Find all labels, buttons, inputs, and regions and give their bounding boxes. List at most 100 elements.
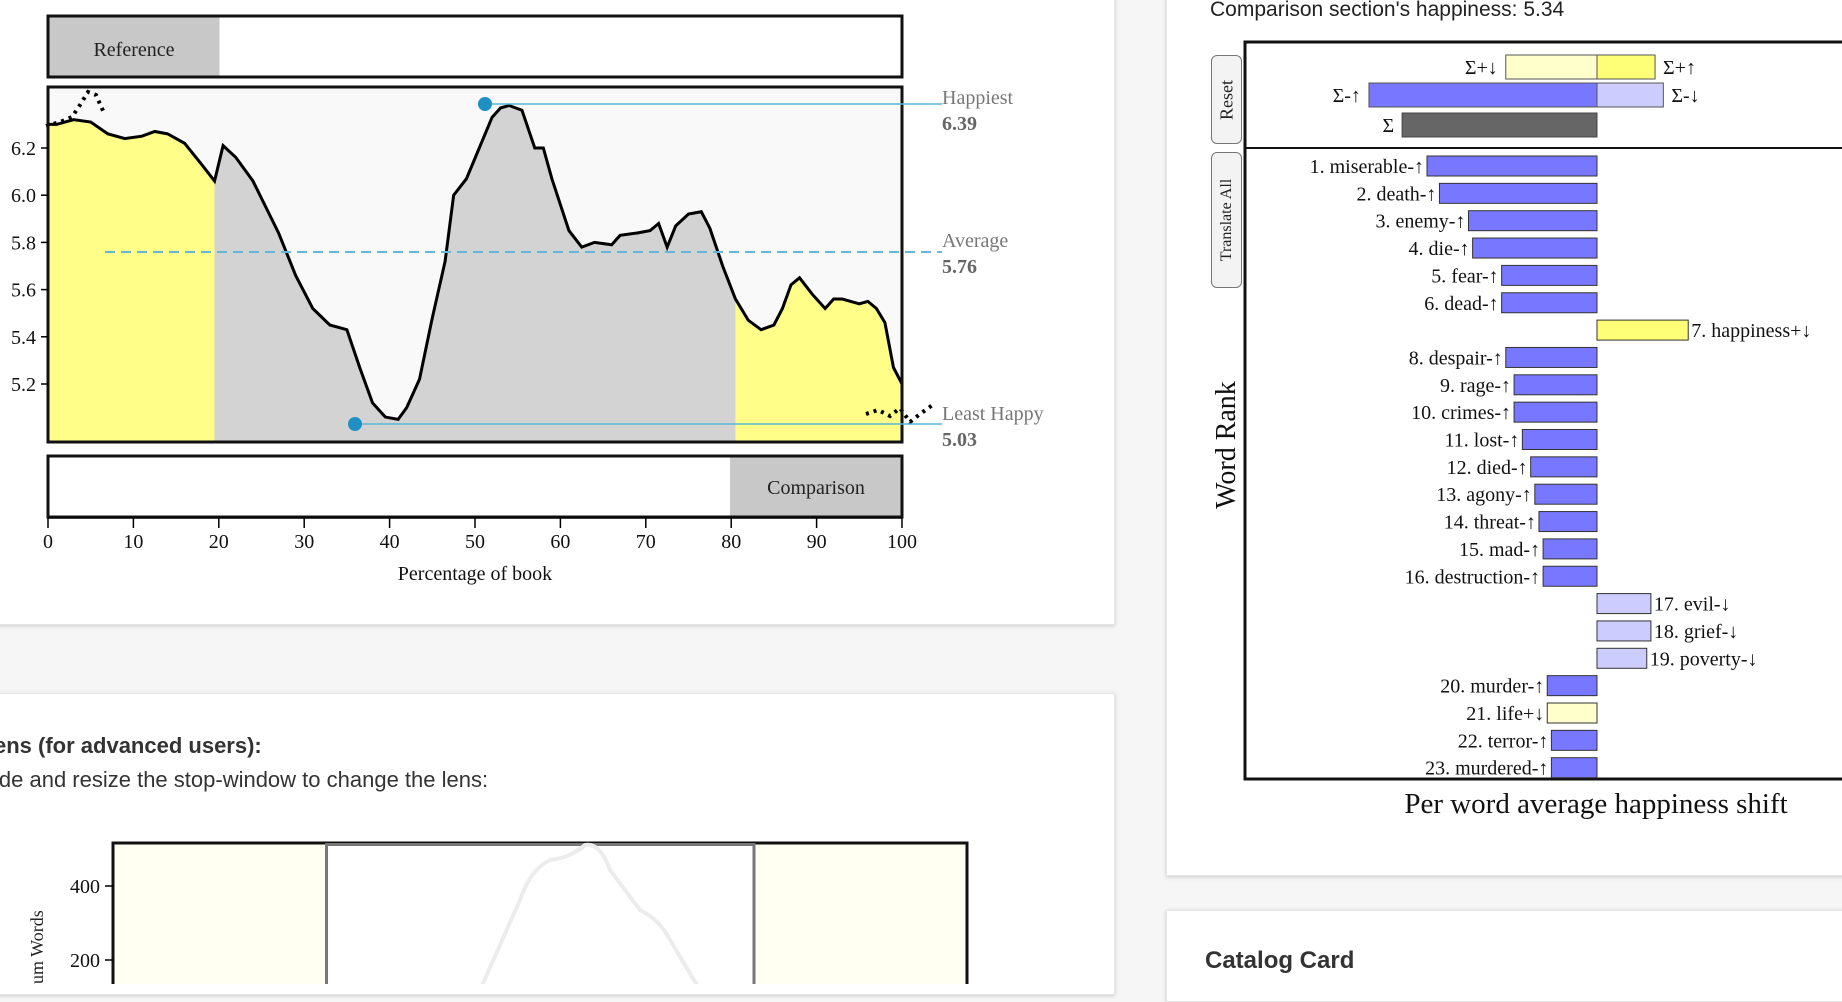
- word-bar-label: 9. rage-↑: [1440, 375, 1511, 397]
- lens-right-window[interactable]: [754, 844, 966, 985]
- word-bar-label: 7. happiness+↓: [1691, 320, 1811, 342]
- summary-bar-label: Σ: [1382, 115, 1394, 137]
- timeline-x-tick-label: 90: [807, 531, 827, 553]
- timeline-area-neutral: [48, 105, 902, 442]
- timeline-x-axis: 0 10 20 30 40 50 60 70 80 90 100: [43, 518, 917, 553]
- lens-left-window[interactable]: [114, 844, 327, 985]
- word-bar-label: 13. agony-↑: [1436, 484, 1532, 506]
- summary-bar: [1596, 82, 1664, 108]
- word-bar[interactable]: [1513, 401, 1598, 423]
- lens-y-tick-label: 200: [70, 950, 100, 972]
- word-bar-label: 10. crimes-↑: [1411, 402, 1511, 424]
- word-bar[interactable]: [1501, 292, 1598, 314]
- shift-frame: [1243, 40, 1842, 781]
- translate-all-button[interactable]: Translate All: [1211, 152, 1242, 288]
- timeline-y-tick-label: 5.2: [11, 374, 36, 396]
- word-bar[interactable]: [1521, 429, 1598, 450]
- word-bar[interactable]: [1546, 675, 1598, 697]
- word-bar-label: 19. poverty-↓: [1650, 648, 1758, 670]
- word-bar-label: 11. lost-↑: [1445, 430, 1520, 452]
- lens-stop-window[interactable]: [325, 843, 756, 985]
- comparison-label: Comparison: [767, 477, 865, 499]
- timeline-y-tick-label: 5.8: [11, 232, 36, 254]
- shift-word-bars: 1. miserable-↑ 2. death-↑ 3. enemy-↑ 4. die…: [1310, 155, 1811, 780]
- word-bar[interactable]: [1534, 483, 1598, 505]
- comparison-window[interactable]: [730, 457, 901, 516]
- word-bar[interactable]: [1550, 729, 1598, 751]
- word-bar-label: 3. enemy-↑: [1375, 211, 1465, 233]
- timeline-x-tick-label: 80: [721, 531, 741, 553]
- word-bar-label: 17. evil-↓: [1654, 594, 1731, 616]
- timeline-x-tick-label: 30: [294, 531, 314, 553]
- word-bar[interactable]: [1546, 702, 1598, 724]
- reference-window[interactable]: [49, 17, 220, 76]
- word-bar[interactable]: [1596, 319, 1689, 341]
- summary-bar: [1401, 112, 1598, 138]
- word-bar-label: 12. died-↑: [1447, 457, 1528, 479]
- word-bar[interactable]: [1596, 593, 1652, 615]
- word-bar[interactable]: [1501, 264, 1598, 286]
- least-happy-marker[interactable]: [348, 417, 362, 431]
- word-bar-label: 20. murder-↑: [1440, 676, 1544, 698]
- word-bar-label: 23. murdered-↑: [1425, 758, 1548, 780]
- word-bar[interactable]: [1538, 511, 1598, 533]
- summary-bar: [1368, 82, 1598, 108]
- word-bar[interactable]: [1596, 620, 1652, 642]
- timeline-chart[interactable]: Reference Happiest 6.39 Average 5.76 Lea…: [0, 0, 1110, 600]
- timeline-y-tick-label: 6.2: [11, 138, 36, 160]
- happiest-value: 6.39: [942, 113, 977, 135]
- word-bar[interactable]: [1542, 538, 1598, 560]
- word-shift-panel: [1166, 0, 1842, 876]
- timeline-x-tick-label: 60: [550, 531, 570, 553]
- timeline-x-tick-label: 100: [887, 531, 917, 553]
- timeline-y-tick-label: 5.6: [11, 280, 36, 302]
- lens-y-axis-label: um Words: [27, 910, 47, 984]
- word-shift-chart[interactable]: Σ+↓ Σ+↑ Σ-↑ Σ-↓ Σ 1. miserable-↑ 2. death-↑ 3.…: [1166, 0, 1842, 830]
- word-bar[interactable]: [1542, 565, 1598, 587]
- happiest-label: Happiest: [942, 87, 1014, 109]
- timeline-x-tick-label: 40: [380, 531, 400, 553]
- lens-distribution-curve: [480, 842, 699, 984]
- timeline-areas: [48, 105, 902, 442]
- word-bar[interactable]: [1472, 237, 1598, 259]
- lens-chart[interactable]: um Words 400 200: [0, 830, 1110, 984]
- word-bar[interactable]: [1596, 647, 1648, 669]
- timeline-x-tick-label: 70: [636, 531, 656, 553]
- summary-bar-label: Σ-↓: [1671, 85, 1699, 107]
- word-bar[interactable]: [1550, 757, 1598, 779]
- timeline-x-tick-label: 50: [465, 531, 485, 553]
- reference-label: Reference: [93, 39, 174, 61]
- word-bar-label: 5. fear-↑: [1431, 265, 1498, 287]
- timeline-y-tick-label: 5.4: [11, 327, 36, 349]
- summary-bar: [1596, 54, 1656, 80]
- word-bar-label: 18. grief-↓: [1654, 621, 1738, 643]
- word-bar[interactable]: [1530, 456, 1598, 478]
- timeline-x-tick-label: 0: [43, 531, 53, 553]
- timeline-area-comparison: [735, 277, 902, 441]
- reset-button[interactable]: Reset: [1211, 55, 1242, 144]
- timeline-area-reference: [48, 119, 215, 442]
- timeline-line: [48, 103, 904, 422]
- shift-summary-bars: Σ+↓ Σ+↑ Σ-↑ Σ-↓ Σ: [1333, 54, 1700, 138]
- timeline-y-tick-label: 6.0: [11, 185, 36, 207]
- word-bar[interactable]: [1513, 374, 1598, 396]
- lens-title: ens (for advanced users):: [0, 733, 262, 758]
- word-bar[interactable]: [1505, 346, 1598, 368]
- summary-bar-label: Σ+↑: [1663, 57, 1696, 79]
- happiest-marker[interactable]: [478, 97, 492, 111]
- timeline-edge-dots-left: [45, 89, 106, 128]
- summary-bar-label: Σ-↑: [1333, 85, 1361, 107]
- timeline-y-axis: 6.2 6.0 5.8 5.6 5.4 5.2: [11, 138, 48, 396]
- lens-y-axis: 400 200: [70, 876, 113, 972]
- comparison-happiness-text: Comparison section's happiness: 5.34: [1210, 0, 1565, 21]
- word-bar-label: 14. threat-↑: [1444, 512, 1536, 534]
- word-bar[interactable]: [1426, 155, 1598, 177]
- word-bar-label: 15. mad-↑: [1459, 539, 1540, 561]
- timeline-x-tick-label: 20: [209, 531, 229, 553]
- shift-y-axis-label: Word Rank: [1211, 381, 1242, 509]
- word-bar-label: 1. miserable-↑: [1310, 156, 1424, 178]
- summary-bar-label: Σ+↓: [1465, 57, 1498, 79]
- word-bar[interactable]: [1438, 182, 1598, 204]
- word-bar[interactable]: [1467, 210, 1598, 232]
- lens-y-tick-label: 400: [70, 876, 100, 898]
